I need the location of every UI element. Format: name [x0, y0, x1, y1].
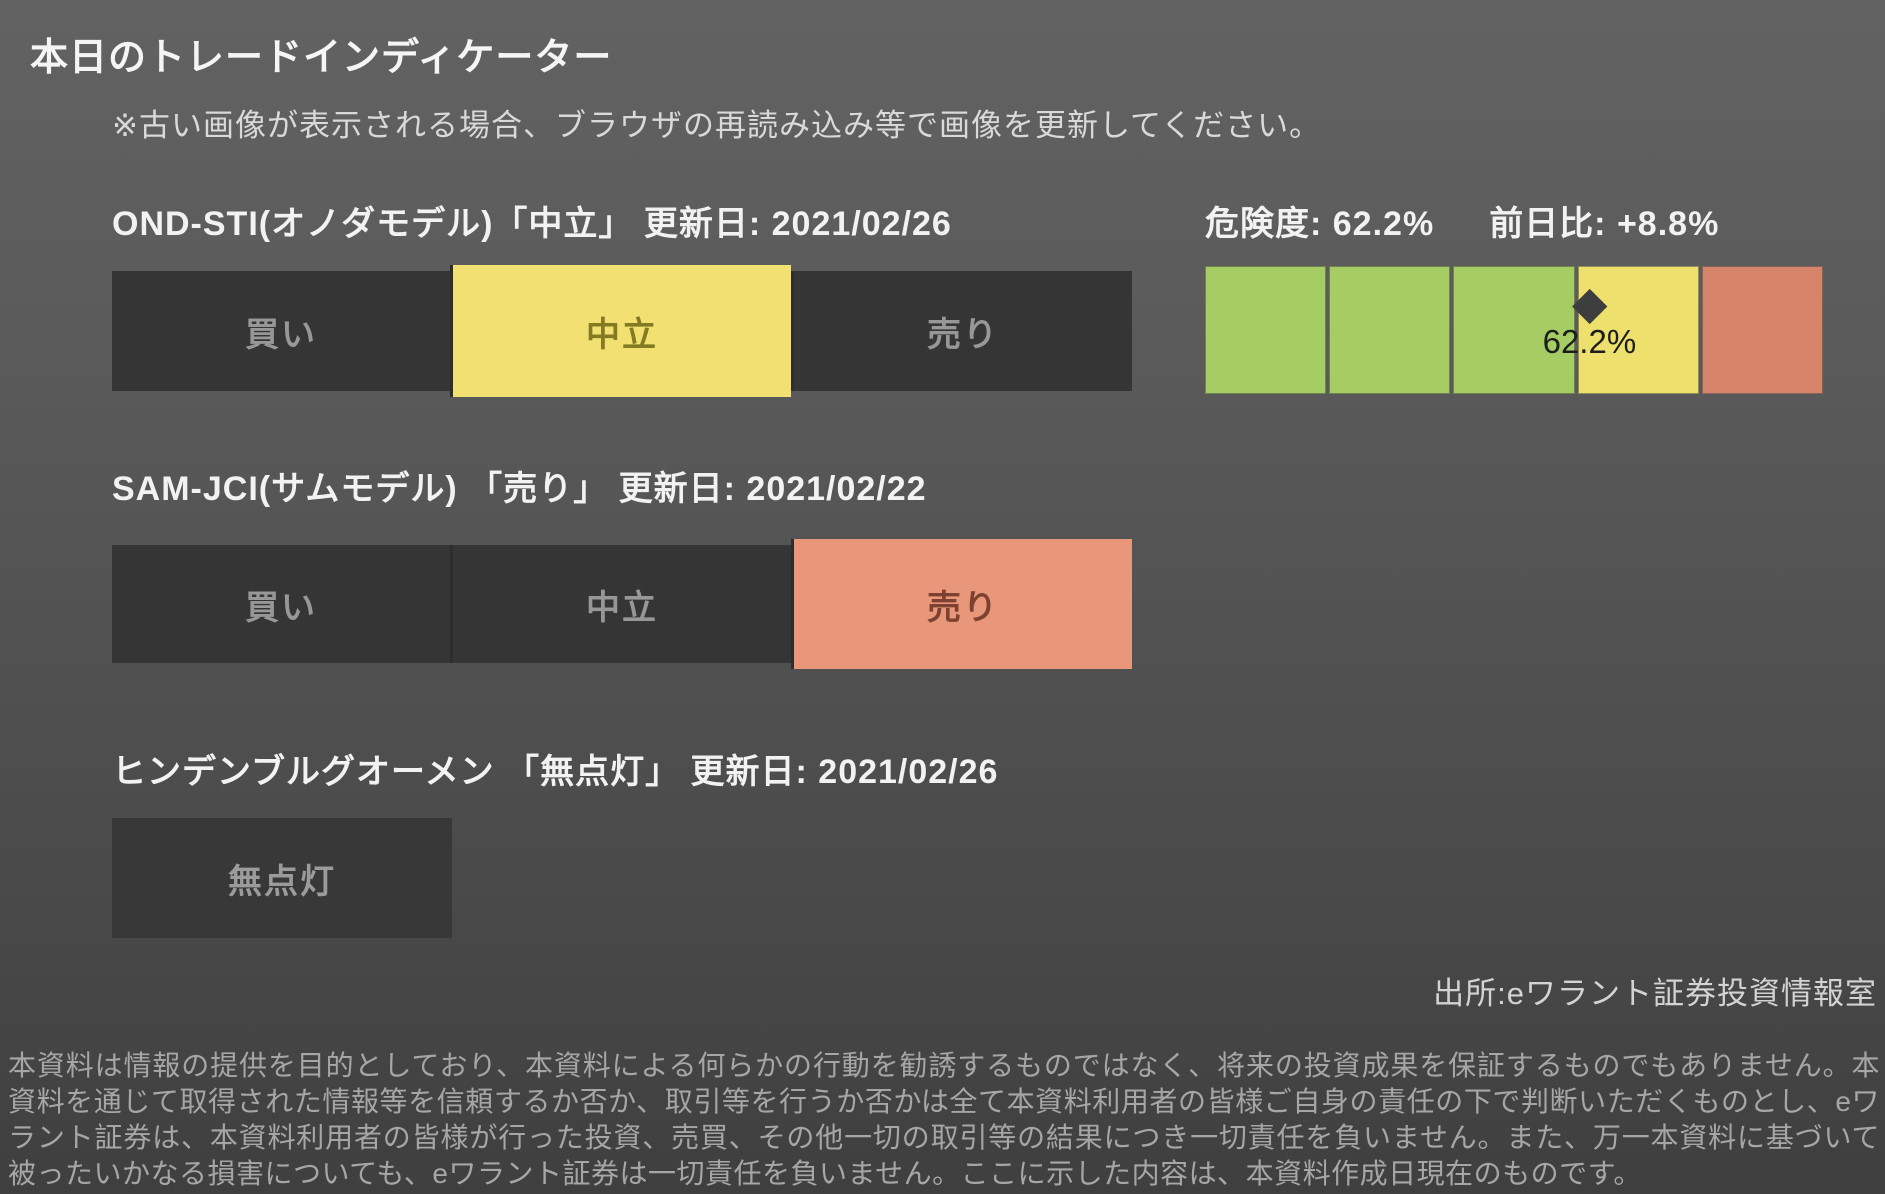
risk-change-label: 前日比: +8.8% [1489, 205, 1720, 243]
indicator-bar-sam-jci: 買い 中立 売り [112, 539, 1132, 669]
risk-header: 危険度: 62.2% 前日比: +8.8% [1205, 196, 1845, 245]
indicator-label-ond-sti: OND-STI(オノダモデル)「中立」 更新日: 2021/02/26 [112, 205, 952, 243]
indicator-label-hindenburg: ヒンデンブルグオーメン 「無点灯」 更新日: 2021/02/26 [112, 753, 999, 791]
segment-sell: 売り [791, 271, 1132, 391]
gauge-segment [1205, 266, 1327, 394]
segment-buy: 買い [112, 545, 450, 663]
page-title: 本日のトレードインディケーター [30, 37, 613, 79]
risk-gauge: 62.2% [1205, 266, 1824, 394]
segment-sell-active: 売り [791, 539, 1132, 669]
refresh-note: ※古い画像が表示される場合、ブラウザの再読み込み等で画像を更新してください。 [112, 108, 1322, 143]
segment-buy: 買い [112, 271, 450, 391]
hindenburg-status-box: 無点灯 [112, 818, 452, 938]
gauge-segment [1453, 266, 1575, 394]
gauge-segment [1577, 266, 1699, 394]
gauge-segment [1701, 266, 1824, 394]
gauge-segment [1329, 266, 1451, 394]
indicator-bar-ond-sti: 買い 中立 売り [112, 265, 1132, 397]
disclaimer-text: 本資料は情報の提供を目的としており、本資料による何らかの行動を勧誘するものではな… [8, 1050, 1880, 1189]
segment-neutral: 中立 [450, 545, 791, 663]
segment-neutral-active: 中立 [450, 265, 791, 397]
indicator-label-sam-jci: SAM-JCI(サムモデル) 「売り」 更新日: 2021/02/22 [112, 470, 927, 508]
risk-level-label: 危険度: 62.2% [1205, 205, 1435, 243]
source-attribution: 出所:eワラント証券投資情報室 [1433, 976, 1877, 1011]
